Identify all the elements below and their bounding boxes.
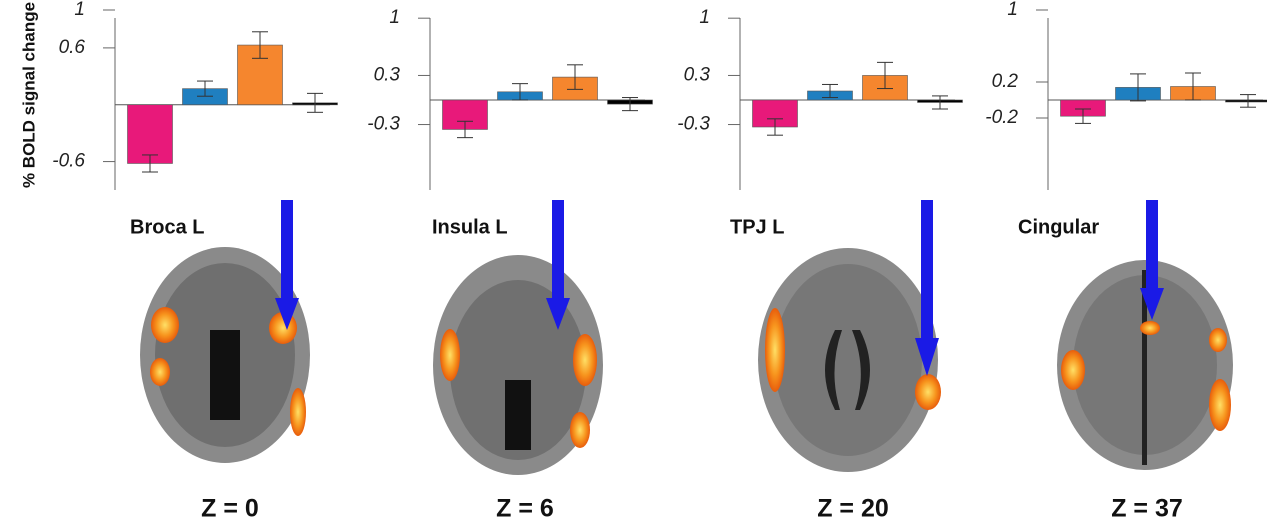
y-tick-label: -0.3 bbox=[677, 114, 710, 135]
arrow bbox=[915, 338, 939, 376]
error-bar bbox=[1075, 108, 1091, 124]
arrow bbox=[275, 298, 299, 330]
bar bbox=[1225, 99, 1267, 103]
brain-slice bbox=[210, 330, 240, 420]
brain-slice bbox=[1142, 270, 1147, 465]
y-axis-label: % BOLD signal change bbox=[19, 2, 38, 188]
y-tick-label: 0.3 bbox=[684, 64, 711, 85]
bar bbox=[442, 99, 488, 130]
brain-slice bbox=[825, 330, 870, 410]
slice-label: Z = 20 bbox=[817, 495, 889, 523]
error-bar bbox=[197, 80, 213, 97]
error-bar bbox=[307, 92, 323, 113]
bar bbox=[127, 104, 173, 164]
slice-label: Z = 6 bbox=[496, 495, 554, 523]
error-bar bbox=[457, 120, 473, 139]
region-label: Cingular bbox=[1018, 216, 1099, 238]
arrow bbox=[281, 200, 293, 300]
region-label: TPJ L bbox=[730, 216, 784, 238]
error-bar bbox=[822, 83, 838, 99]
error-bar bbox=[877, 61, 893, 90]
activation bbox=[290, 388, 306, 436]
error-bar bbox=[932, 95, 948, 110]
y-tick-label: 0.2 bbox=[992, 71, 1019, 92]
error-bar bbox=[142, 154, 158, 173]
region-label: Broca L bbox=[130, 216, 204, 238]
activation bbox=[150, 358, 170, 386]
activation bbox=[440, 329, 460, 381]
y-tick-label: 0.6 bbox=[59, 37, 86, 58]
activation bbox=[915, 374, 941, 410]
arrow bbox=[552, 200, 564, 300]
activation bbox=[1209, 328, 1227, 352]
activation bbox=[1061, 350, 1085, 390]
y-tick-label: 1 bbox=[74, 0, 85, 20]
activation bbox=[765, 308, 785, 392]
error-bar bbox=[1240, 94, 1256, 108]
region-label: Insula L bbox=[432, 216, 508, 238]
y-tick-label: -0.3 bbox=[367, 114, 400, 135]
brain-images bbox=[140, 247, 1233, 475]
error-bar bbox=[1185, 72, 1201, 101]
arrows bbox=[275, 200, 1164, 376]
error-bar bbox=[567, 64, 583, 90]
error-bar bbox=[622, 97, 638, 112]
y-tick-label: 0.3 bbox=[374, 64, 401, 85]
brain-slice bbox=[774, 264, 922, 456]
error-bar bbox=[252, 31, 268, 59]
arrow bbox=[1140, 288, 1164, 320]
activation bbox=[1209, 379, 1231, 431]
y-tick-label: 1 bbox=[389, 7, 400, 28]
arrow bbox=[921, 200, 933, 340]
slice-label: Z = 37 bbox=[1111, 495, 1183, 523]
activation bbox=[573, 334, 597, 386]
error-bar bbox=[512, 83, 528, 101]
y-tick-label: -0.2 bbox=[985, 107, 1018, 128]
activation bbox=[151, 307, 179, 343]
brain-slice bbox=[505, 380, 531, 450]
y-tick-label: 1 bbox=[1007, 0, 1018, 20]
brain-slice bbox=[450, 280, 586, 460]
y-tick-label: 1 bbox=[699, 7, 710, 28]
activation bbox=[1140, 321, 1160, 335]
y-tick-label: -0.6 bbox=[52, 151, 85, 172]
error-bar bbox=[767, 118, 783, 136]
error-bar bbox=[1130, 73, 1146, 102]
arrow bbox=[546, 298, 570, 330]
activation bbox=[570, 412, 590, 448]
slice-label: Z = 0 bbox=[201, 495, 259, 523]
arrow bbox=[1146, 200, 1158, 290]
